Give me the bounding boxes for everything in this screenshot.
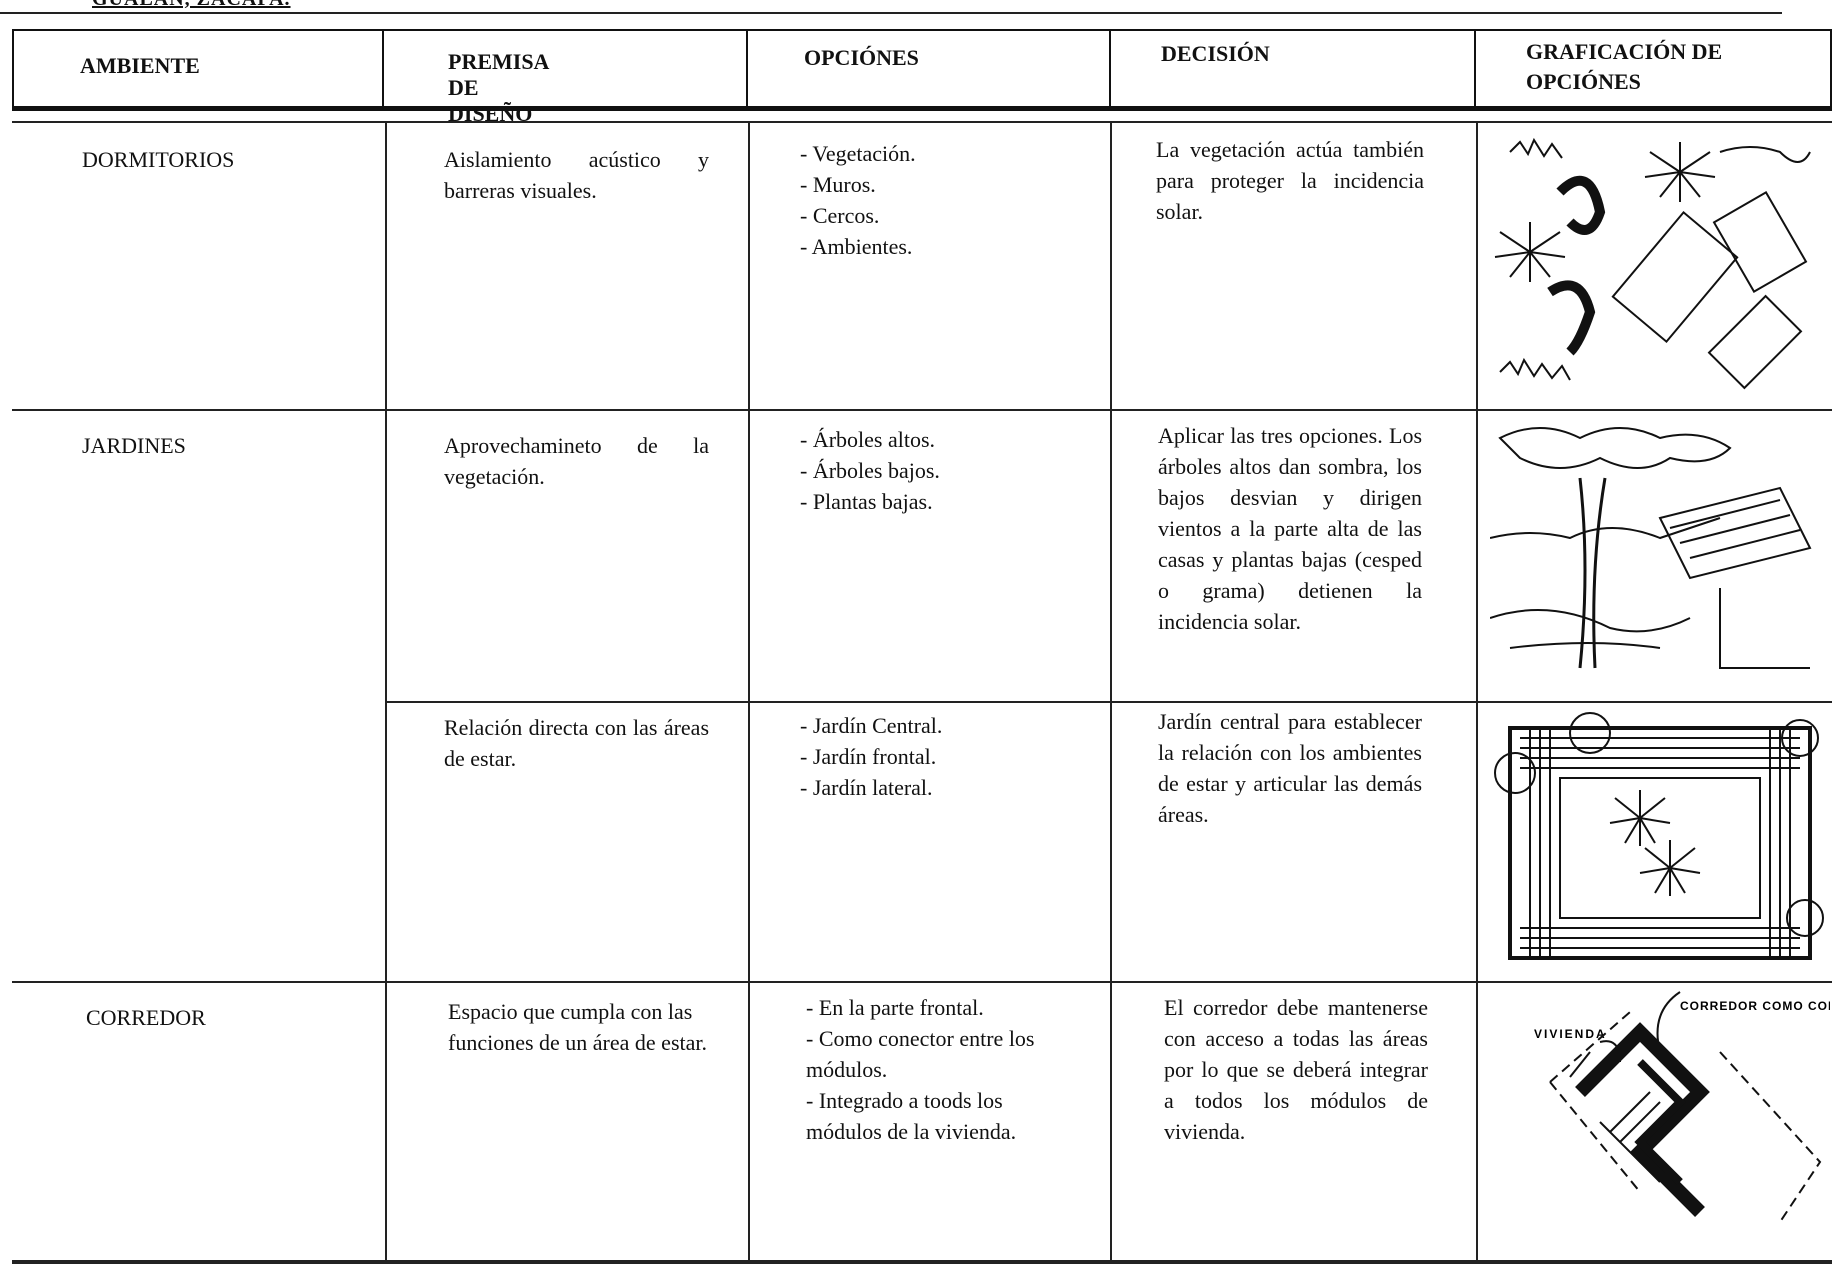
option: - Integrado a toods los módulos de la vi… xyxy=(806,1088,1017,1144)
ambiente: DORMITORIOS xyxy=(82,147,235,172)
graphic-label: CORREDOR COMO CONECTOR. xyxy=(1680,999,1830,1013)
opciones: - En la parte frontal. - Como conector e… xyxy=(806,992,1082,1147)
header-cell: AMBIENTE xyxy=(80,53,200,78)
option: - Muros. xyxy=(800,172,876,197)
rule xyxy=(12,409,1832,411)
graphic-label: CORREDOR COMO CONECTOR. xyxy=(1680,999,1830,1013)
rule xyxy=(0,12,1782,14)
graphic-label: VIVIENDA xyxy=(1534,1027,1607,1041)
option: - Ambientes. xyxy=(800,234,913,259)
rule xyxy=(12,981,1832,983)
premisa: Espacio que cumpla con las funciones de … xyxy=(448,999,707,1055)
ambiente: CORREDOR xyxy=(86,1005,206,1030)
option: - Vegetación. xyxy=(800,141,916,166)
rule xyxy=(1476,121,1478,1262)
header-cell: OPCIÓNES xyxy=(746,31,1109,106)
opciones: - Jardín Central. - Jardín frontal. - Ja… xyxy=(800,710,942,803)
option: - Plantas bajas. xyxy=(800,489,933,514)
header-cell: PREMISA DE DISEÑO xyxy=(382,31,746,126)
decision: Aplicar las tres opciones. Los árboles a… xyxy=(1158,423,1422,634)
rule xyxy=(1110,121,1112,1262)
option: - En la parte frontal. xyxy=(806,995,984,1020)
decision: Jardín central para establecer la relaci… xyxy=(1158,709,1422,827)
premisa: Aprovechamineto de la vegetación. xyxy=(444,433,709,489)
option: - Jardín lateral. xyxy=(800,775,933,800)
illustration xyxy=(1494,712,1824,960)
opciones: - Árboles altos. - Árboles bajos. - Plan… xyxy=(800,424,940,517)
document-title: GUALAN, ZACAPA. xyxy=(92,0,291,11)
premisa: Relación directa con las áreas de estar. xyxy=(444,715,709,771)
rule xyxy=(748,121,750,1262)
option: - Árboles altos. xyxy=(800,427,936,452)
opciones: - Vegetación. - Muros. - Cercos. - Ambie… xyxy=(800,138,916,262)
option: - Jardín frontal. xyxy=(800,744,937,769)
rule xyxy=(12,121,1832,123)
table-header: AMBIENTE PREMISA DE DISEÑO OPCIÓNES DECI… xyxy=(12,29,1832,126)
decision: La vegetación actúa también para protege… xyxy=(1156,137,1424,224)
illustration xyxy=(1494,137,1811,390)
option: - Jardín Central. xyxy=(800,713,943,738)
illustration xyxy=(1490,427,1812,669)
ambiente: JARDINES xyxy=(82,433,186,458)
option: - Cercos. xyxy=(800,203,880,228)
premisa: Aislamiento acústico y barreras visuales… xyxy=(444,147,709,203)
option: - Como conector entre los módulos. xyxy=(806,1026,1035,1082)
rule xyxy=(385,701,1832,703)
option: - Árboles bajos. xyxy=(800,458,940,483)
header-cell: DECISIÓN xyxy=(1109,31,1474,106)
header-cell: GRAFICACIÓN DE OPCIÓNES xyxy=(1474,31,1832,106)
decision: El corredor debe mantenerse con acceso a… xyxy=(1164,995,1428,1144)
illustration: CORREDOR COMO CONECTOR. VIVIENDA xyxy=(1534,991,1830,1223)
rule xyxy=(385,121,387,1262)
rule xyxy=(12,1260,1832,1264)
